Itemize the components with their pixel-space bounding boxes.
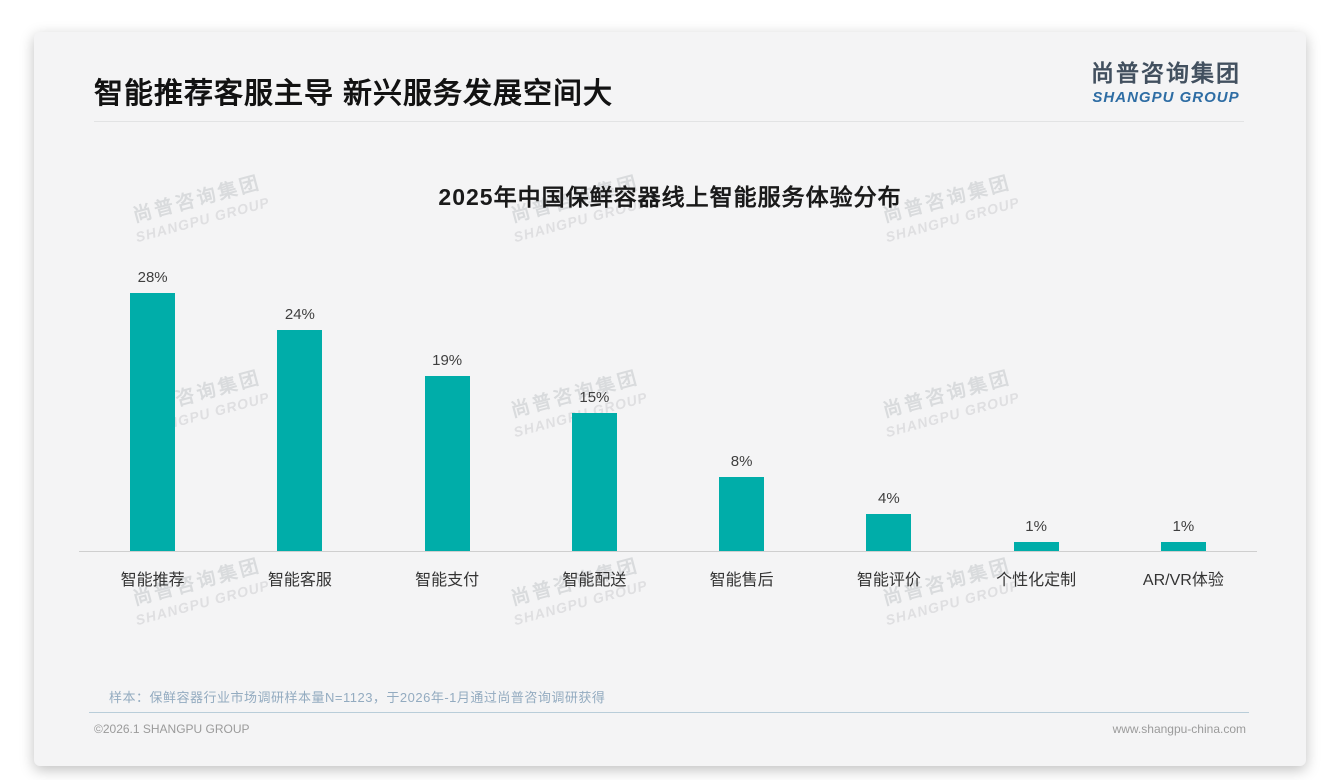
page-title: 智能推荐客服主导 新兴服务发展空间大: [94, 78, 614, 110]
bars-area: 28% 24% 19% 15% 8% 4% 1% 1%: [79, 32, 1257, 551]
bar-slot: 1%: [1110, 518, 1257, 551]
category-label: 个性化定制: [996, 572, 1077, 589]
bar-slot: 19%: [374, 352, 521, 551]
title-divider: [94, 121, 1244, 122]
bar-chart: 28% 24% 19% 15% 8% 4% 1% 1% 智能推荐 智能客服 智能支付 智能配送 智能售…: [79, 32, 1257, 766]
bar: [424, 376, 470, 551]
bar-value-label: 19%: [432, 352, 463, 369]
copyright-text: ©2026.1 SHANGPU GROUP: [94, 722, 250, 736]
bar-slot: 28%: [79, 269, 226, 551]
bar-value-label: 24%: [284, 306, 315, 323]
bar: [130, 293, 176, 551]
bar: [1013, 542, 1059, 551]
bar-slot: 8%: [668, 453, 815, 551]
sample-note: 样本：保鲜容器行业市场调研样本量N=1123，于2026年-1月通过尚普咨询调研…: [109, 690, 606, 705]
bar: [1160, 542, 1206, 551]
bar-slot: 4%: [815, 490, 962, 551]
category-label: 智能推荐: [120, 572, 185, 589]
logo-english-text: SHANGPU GROUP: [1092, 89, 1240, 106]
chart-title: 2025年中国保鲜容器线上智能服务体验分布: [438, 184, 902, 210]
slide-footer: ©2026.1 SHANGPU GROUP www.shangpu-china.…: [94, 722, 1246, 736]
slide-card: 智能推荐客服主导 新兴服务发展空间大 尚普咨询集团 SHANGPU GROUP …: [34, 32, 1306, 766]
category-label: 智能售后: [709, 572, 774, 589]
bar-value-label: 1%: [1172, 518, 1195, 535]
category-label: 智能配送: [562, 572, 627, 589]
bar-value-label: 4%: [878, 490, 900, 507]
x-axis-line: [79, 551, 1257, 552]
bar-value-label: 8%: [730, 453, 753, 470]
bar: [571, 413, 617, 551]
bar-value-label: 15%: [579, 389, 610, 406]
website-url: www.shangpu-china.com: [1112, 722, 1246, 736]
bar-slot: 24%: [226, 306, 373, 551]
category-label: 智能评价: [856, 572, 921, 589]
bar-slot: 15%: [521, 389, 668, 551]
company-logo: 尚普咨询集团 SHANGPU GROUP: [1091, 54, 1241, 106]
bar-value-label: 1%: [1025, 518, 1047, 535]
logo-chinese-text: 尚普咨询集团: [1091, 60, 1241, 86]
category-label: 智能客服: [267, 572, 332, 589]
bar: [277, 330, 323, 551]
category-axis-labels: 智能推荐 智能客服 智能支付 智能配送 智能售后 智能评价 个性化定制 AR/VR体验: [79, 566, 1257, 590]
footnote-divider: [89, 712, 1249, 713]
bar: [719, 477, 765, 551]
category-label: AR/VR体验: [1142, 572, 1224, 589]
bar-value-label: 28%: [137, 269, 168, 286]
bar: [866, 514, 912, 551]
category-label: 智能支付: [415, 572, 480, 589]
bar-slot: 1%: [963, 518, 1110, 551]
